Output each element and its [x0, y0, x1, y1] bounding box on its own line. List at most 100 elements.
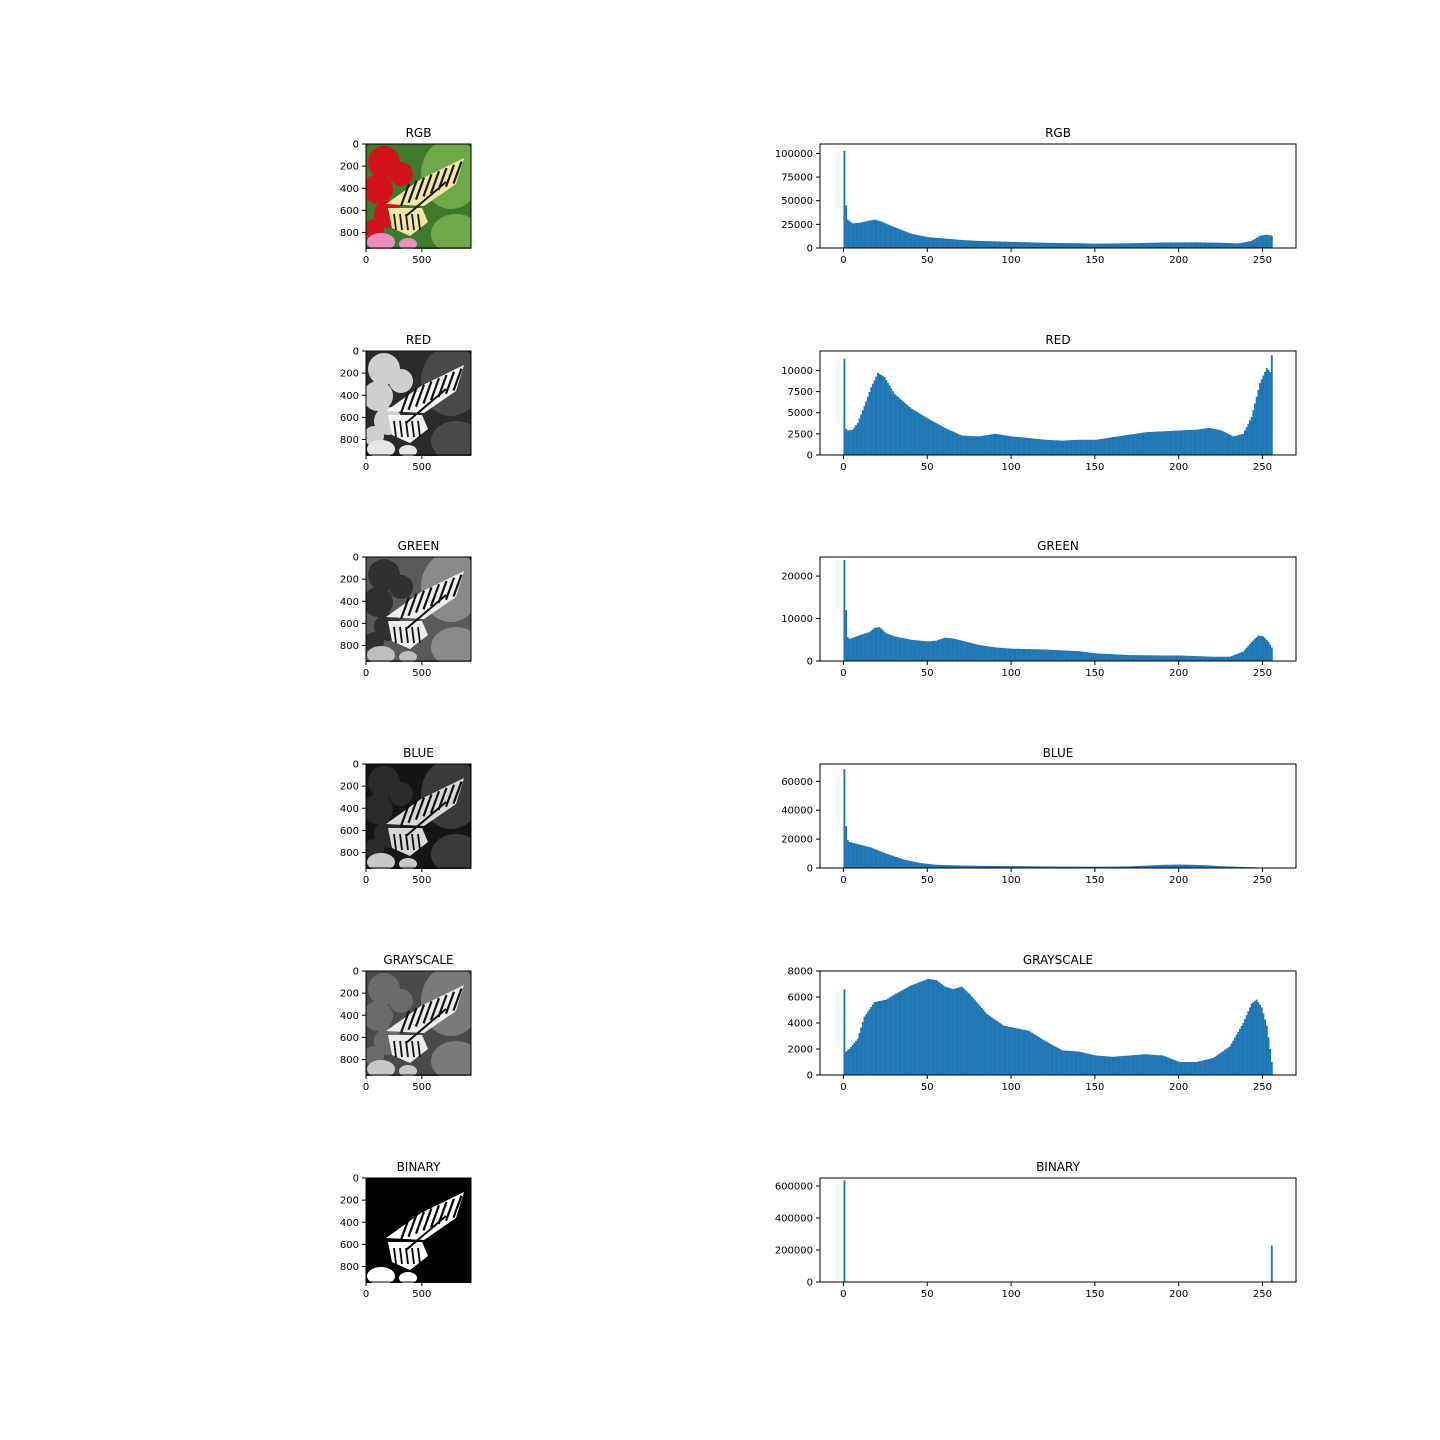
histogram-bar	[1099, 1055, 1102, 1075]
panel-title: GRAYSCALE	[1023, 953, 1093, 967]
histogram-bar	[1064, 866, 1067, 868]
histogram-bar	[1156, 242, 1159, 248]
histogram-bar	[1084, 1053, 1087, 1075]
histogram-bar	[1217, 242, 1220, 248]
axes-frame	[819, 763, 1297, 869]
histogram-bar	[1254, 403, 1256, 455]
histogram-bar	[1140, 432, 1143, 455]
histogram-bar	[1213, 429, 1216, 455]
histogram-bar	[897, 397, 899, 455]
histogram-bar	[1041, 866, 1044, 868]
x-tick-label: 0	[363, 668, 369, 679]
histogram-bar	[1036, 1036, 1039, 1075]
histogram-bar	[984, 435, 987, 455]
histogram-bar	[1012, 436, 1015, 455]
histogram-bar	[1032, 242, 1035, 248]
histogram-bar	[1076, 439, 1079, 455]
histogram-bar	[1193, 1062, 1196, 1075]
histogram-bar	[1083, 651, 1086, 661]
histogram-bar	[1205, 1059, 1208, 1075]
y-tick-label: 600	[340, 206, 359, 217]
histogram-bar	[979, 436, 982, 455]
histogram-bar	[1198, 242, 1201, 248]
histogram-bar	[1011, 1027, 1013, 1075]
histogram-bar	[1265, 1025, 1268, 1075]
histogram-bar	[974, 240, 977, 248]
histogram-bar	[1128, 434, 1131, 455]
histogram-bar	[893, 994, 896, 1075]
histogram-bar	[947, 865, 950, 868]
y-tick-label: 0	[807, 1071, 813, 1082]
histogram-bar	[999, 647, 1002, 661]
histogram-bar	[1118, 1056, 1121, 1075]
panel-title: BINARY	[1036, 1160, 1081, 1174]
histogram-bar	[985, 241, 988, 248]
histogram-bar	[1175, 1060, 1178, 1075]
histogram-bar	[1166, 864, 1169, 868]
histogram-bar	[1096, 439, 1099, 455]
histogram-bar	[1222, 866, 1225, 868]
histogram-bar	[1101, 243, 1104, 248]
y-tick-label: 0	[807, 244, 813, 255]
histogram-bar	[1099, 866, 1102, 868]
histogram-bar	[1074, 651, 1077, 661]
histogram-bar	[1210, 656, 1213, 661]
histogram-bar	[883, 631, 886, 661]
histogram-bar	[887, 998, 889, 1075]
histogram-bar	[997, 866, 1000, 868]
histogram-bar	[848, 842, 851, 868]
histogram-bar	[954, 865, 956, 868]
histogram-bar	[935, 423, 938, 455]
histogram-bar	[967, 992, 970, 1075]
histogram-bar	[871, 629, 874, 661]
histogram-bar	[1108, 437, 1111, 455]
histogram-bar	[980, 865, 983, 868]
histogram-bar	[907, 232, 910, 248]
histogram-bar	[882, 222, 884, 248]
histogram-bar	[979, 1006, 982, 1075]
histogram-bar	[1052, 440, 1055, 455]
panel-title: RED	[1045, 333, 1070, 347]
histogram-bar	[1066, 440, 1069, 455]
histogram-bar	[1190, 864, 1193, 868]
histogram-bar	[1071, 243, 1074, 248]
histogram-bar	[855, 636, 858, 661]
histogram-bar	[1046, 866, 1049, 868]
histogram-bar	[1108, 654, 1111, 661]
histogram-bar	[964, 641, 967, 661]
histogram-bar	[1059, 650, 1062, 661]
histogram-bar	[932, 640, 935, 661]
histogram-bar	[1170, 655, 1173, 661]
histogram-bar	[1026, 437, 1029, 455]
histogram-bar	[871, 1004, 874, 1075]
histogram-bar	[1017, 866, 1020, 868]
histogram-bar	[1195, 656, 1198, 661]
histogram-bar	[900, 990, 903, 1075]
histogram-bar	[1073, 440, 1075, 455]
histogram-bar	[1222, 1051, 1225, 1075]
histogram-bar	[933, 422, 936, 455]
histogram-bar	[1037, 1037, 1040, 1075]
histogram-bar	[905, 404, 908, 455]
histogram-bar	[1158, 655, 1161, 661]
histogram-bar	[1088, 866, 1091, 868]
histogram-bar	[984, 1011, 987, 1075]
histogram-bar	[1228, 243, 1231, 248]
histogram-bar	[1071, 1051, 1074, 1075]
histogram-bar	[866, 396, 869, 455]
histogram-bar	[850, 222, 853, 248]
histogram-bar	[897, 992, 899, 1075]
x-tick-label: 0	[363, 1082, 369, 1093]
histogram-bar	[1140, 865, 1143, 868]
histogram-bar	[876, 850, 879, 868]
histogram-bar	[1094, 653, 1097, 661]
histogram-bar	[984, 241, 987, 248]
x-tick-label: 200	[1169, 1082, 1188, 1093]
histogram-bar	[939, 639, 941, 661]
histogram-bar	[1228, 1046, 1231, 1075]
histogram-bar	[1188, 429, 1191, 455]
histogram-bar	[1173, 430, 1176, 455]
histogram-bar	[880, 375, 883, 455]
histogram-bar	[994, 1019, 997, 1075]
histogram-bar	[860, 222, 863, 248]
